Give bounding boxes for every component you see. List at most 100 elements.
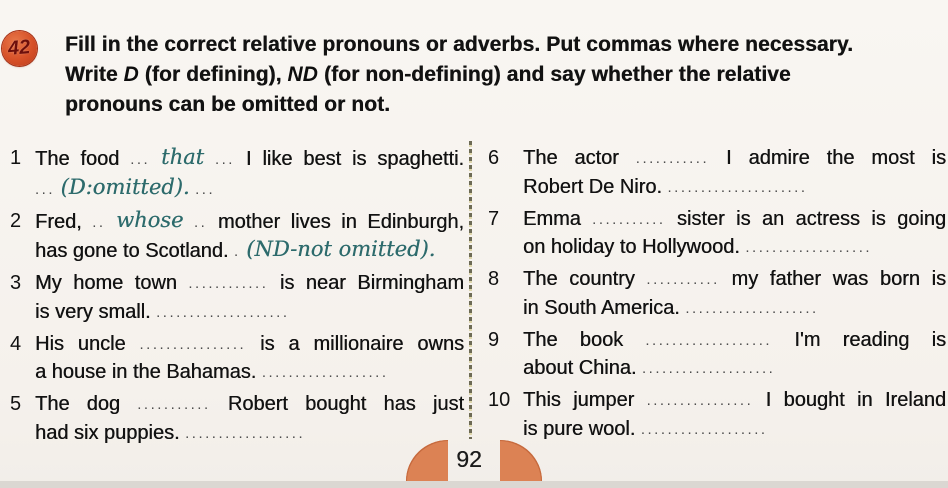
handwritten-answer: (ND-not omitted). xyxy=(246,237,436,261)
printed-text: sister is an actress is going xyxy=(676,207,947,230)
item-line: is very small. .................... xyxy=(35,299,464,328)
handwritten-answer: that xyxy=(161,145,205,169)
printed-text: is very small. xyxy=(35,300,151,323)
dotted-blank: ................... xyxy=(745,239,873,256)
dotted-blank: .................. xyxy=(185,424,306,442)
item-number: 10 xyxy=(488,389,511,411)
printed-text: I admire the most is xyxy=(726,147,946,169)
item-line: The country ........... my father was bo… xyxy=(523,266,946,295)
item-text: This jumper ................ I bought in… xyxy=(523,387,946,444)
item-number: 5 xyxy=(10,393,22,415)
item-line: a house in the Bahamas. ................… xyxy=(35,359,464,388)
page-bottom-edge xyxy=(0,481,948,488)
printed-text: Emma xyxy=(523,207,581,230)
item-line: Robert De Niro. ..................... xyxy=(523,174,946,203)
exercise-number: 42 xyxy=(7,36,32,60)
printed-text: The actor xyxy=(523,147,619,169)
dotted-blank: ............ xyxy=(188,275,269,292)
instruction-line: pronouns can be omitted or not. xyxy=(65,90,923,120)
item-line: is pure wool. ................... xyxy=(523,416,946,445)
handwritten-answer: whose xyxy=(116,207,184,232)
dotted-blank: ... xyxy=(195,180,216,198)
printed-text: has gone to Scotland. xyxy=(35,240,229,262)
item-number: 6 xyxy=(488,147,500,169)
item-line: in South America. .................... xyxy=(523,295,946,324)
item-line: Emma ........... sister is an actress is… xyxy=(523,206,946,235)
instruction-line: Fill in the correct relative pronouns or… xyxy=(65,30,923,60)
printed-text: I'm reading is xyxy=(794,328,947,351)
exercise-item: 9 The book ................... I'm readin… xyxy=(488,327,946,384)
page-number: 92 xyxy=(456,446,482,472)
dotted-blank: ... xyxy=(130,151,151,168)
printed-text: is near Birmingham xyxy=(279,272,464,294)
printed-text: mother lives in Edinburgh, xyxy=(217,210,464,233)
printed-text: His uncle xyxy=(35,332,126,355)
printed-text: The food xyxy=(35,148,120,170)
printed-text: I bought in Ireland xyxy=(765,389,947,411)
item-text: Fred, .. whose .. mother lives in Edinbu… xyxy=(35,208,464,267)
dotted-blank: ........... xyxy=(592,210,666,228)
dotted-blank: .. xyxy=(92,213,106,231)
instruction-line: Write D (for defining), ND (for non-defi… xyxy=(65,60,923,90)
item-line: The food ... that ... I like best is spa… xyxy=(35,145,464,175)
printed-text: pronouns can be omitted or not. xyxy=(65,93,391,116)
item-text: My home town ............ is near Birmin… xyxy=(35,270,464,327)
printed-text: Robert bought has just xyxy=(227,393,465,415)
printed-text: (for non-defining) and say whether the r… xyxy=(323,63,791,86)
exercise-column-right: 6 The actor ........... I admire the most… xyxy=(488,145,946,448)
item-number: 3 xyxy=(10,272,22,294)
printed-text: on holiday to Hollywood. xyxy=(523,236,740,258)
dotted-blank: .................... xyxy=(685,299,819,317)
exercise-item: 7 Emma ........... sister is an actress i… xyxy=(488,206,946,263)
item-line: The dog ........... Robert bought has ju… xyxy=(35,391,464,420)
emphasized-term: D xyxy=(123,63,139,86)
item-number: 1 xyxy=(10,147,22,169)
exercise-item: 5 The dog ........... Robert bought has j… xyxy=(8,391,464,448)
dotted-blank: ..................... xyxy=(667,178,808,196)
printed-text: (for defining), xyxy=(144,63,288,86)
handwritten-answer: (D:omitted). xyxy=(60,174,190,199)
exercise-item: 4 His uncle ................ is a million… xyxy=(8,331,464,388)
printed-text: My home town xyxy=(35,272,177,294)
printed-text: about China. xyxy=(523,357,637,379)
item-number: 2 xyxy=(10,209,22,232)
item-line: His uncle ................ is a milliona… xyxy=(35,331,464,360)
printed-text: The dog xyxy=(35,393,121,415)
item-line: The book ................... I'm reading… xyxy=(523,327,946,356)
dotted-blank: ... xyxy=(214,151,235,168)
exercise-item: 6 The actor ........... I admire the most… xyxy=(488,145,946,202)
exercise-item: 3 My home town ............ is near Birmi… xyxy=(8,270,464,327)
dotted-blank: .................... xyxy=(156,303,290,321)
item-line: has gone to Scotland. . (ND-not omitted)… xyxy=(35,237,464,267)
item-number: 7 xyxy=(488,207,500,230)
printed-text: I like best is spaghetti. xyxy=(245,148,465,170)
printed-text: is pure wool. xyxy=(523,417,636,440)
dotted-blank: ........... xyxy=(635,150,710,167)
column-divider xyxy=(469,141,472,439)
item-line: My home town ............ is near Birmin… xyxy=(35,270,464,299)
dotted-blank: ................... xyxy=(640,420,768,438)
item-line: on holiday to Hollywood. ...............… xyxy=(523,234,946,263)
printed-text: a house in the Bahamas. xyxy=(35,361,257,383)
printed-text: had six puppies. xyxy=(35,421,180,444)
exercise-column-left: 1 The food ... that ... I like best is sp… xyxy=(8,145,464,452)
item-number: 4 xyxy=(10,332,22,355)
dotted-blank: . xyxy=(234,243,241,260)
exercise-item: 1 The food ... that ... I like best is sp… xyxy=(8,145,464,204)
emphasized-term: ND xyxy=(287,63,319,86)
printed-text: This jumper xyxy=(523,389,635,411)
exercise-item: 8 The country ........... my father was b… xyxy=(488,266,946,323)
dotted-blank: ... xyxy=(35,180,56,198)
exercise-badge: 42 xyxy=(2,31,37,66)
item-number: 9 xyxy=(488,328,500,351)
item-text: His uncle ................ is a milliona… xyxy=(35,331,464,388)
item-line: The actor ........... I admire the most … xyxy=(523,145,946,174)
item-text: The actor ........... I admire the most … xyxy=(523,145,946,202)
item-text: The food ... that ... I like best is spa… xyxy=(35,145,464,204)
item-text: The book ................... I'm reading… xyxy=(523,327,946,384)
printed-text: my father was born is xyxy=(731,268,947,290)
item-line: This jumper ................ I bought in… xyxy=(523,387,946,416)
dotted-blank: .. xyxy=(193,213,208,231)
exercise-item: 10 This jumper ................ I bought … xyxy=(488,387,946,444)
printed-text: The country xyxy=(523,268,635,290)
